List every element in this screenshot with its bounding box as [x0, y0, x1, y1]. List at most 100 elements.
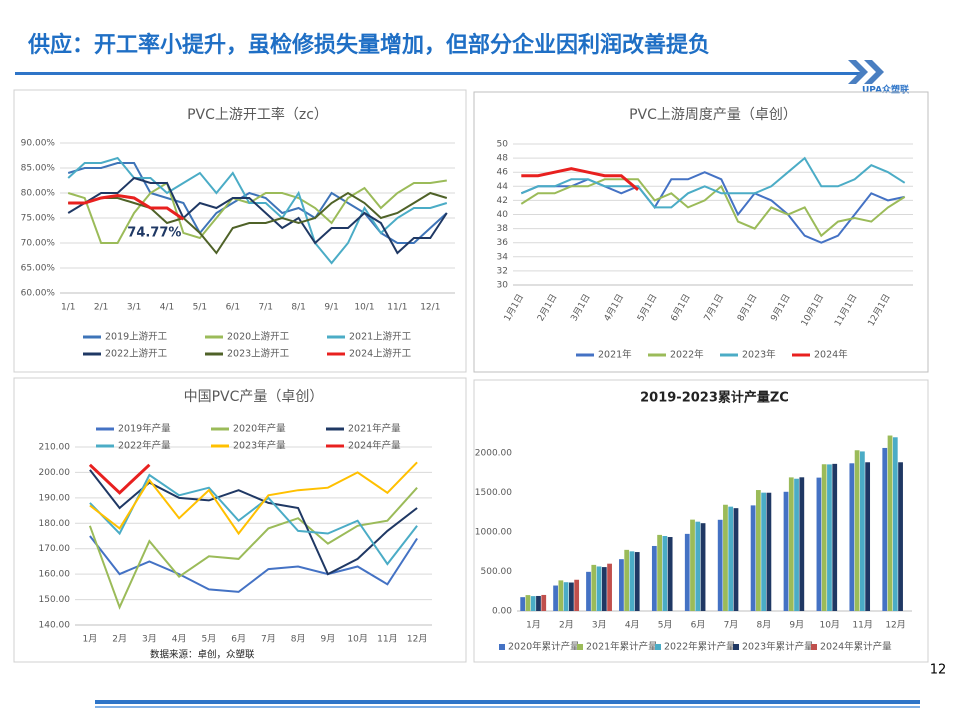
bar: [849, 463, 855, 611]
y-tick-label: 2000.00: [475, 448, 512, 458]
bar: [728, 506, 734, 611]
bar: [892, 437, 898, 611]
bar: [750, 505, 756, 611]
x-tick-label: 7月: [261, 634, 276, 645]
footer-stripe: [95, 700, 920, 704]
y-tick-label: 34: [497, 252, 509, 262]
bar: [563, 582, 569, 611]
y-tick-label: 190.00: [39, 493, 71, 503]
x-tick-label: 9/1: [324, 303, 338, 313]
bar: [794, 478, 799, 611]
x-tick-label: 10月: [347, 634, 367, 645]
bar: [634, 552, 640, 611]
chart-title: 2019-2023累计产量ZC: [640, 390, 789, 406]
x-tick-label: 12月1日: [866, 292, 893, 328]
y-tick-label: 90.00%: [21, 139, 56, 149]
bar: [723, 504, 728, 611]
bar: [700, 523, 706, 611]
legend-label: 2024上游开工: [349, 348, 412, 360]
legend-label: 2019年产量: [118, 423, 171, 435]
bar: [816, 477, 822, 611]
y-tick-label: 150.00: [39, 595, 71, 605]
bar: [651, 545, 657, 611]
source-note: 数据来源：卓创，众塑联: [150, 649, 255, 661]
bar: [624, 549, 630, 611]
legend-label: 2023年产量: [233, 440, 286, 452]
series-line: [520, 156, 906, 209]
x-tick-label: 6月1日: [669, 292, 693, 323]
panel: [473, 91, 929, 373]
y-tick-label: 80.00%: [21, 189, 56, 199]
bar: [530, 596, 536, 611]
bar: [755, 490, 761, 611]
y-tick-label: 70.00%: [21, 239, 56, 249]
x-tick-label: 10/1: [354, 303, 374, 313]
y-tick-label: 50: [497, 140, 509, 150]
y-tick-label: 30: [497, 281, 509, 291]
series-line: [89, 535, 418, 593]
series-line: [88, 463, 151, 495]
legend-label: 2024年产量: [348, 440, 401, 452]
chart-title: 中国PVC产量（卓创）: [184, 389, 324, 405]
x-tick-label: 11月1日: [832, 292, 859, 328]
bar: [865, 462, 871, 611]
legend-label: 2021年: [598, 349, 632, 361]
y-tick-label: 1500.00: [475, 488, 512, 498]
y-tick-label: 75.00%: [21, 214, 56, 224]
series-line: [67, 176, 448, 255]
bar: [854, 450, 860, 611]
series-line: [67, 156, 448, 265]
bar: [574, 579, 580, 611]
y-tick-label: 36: [497, 238, 509, 248]
y-tick-label: 0.00: [492, 607, 512, 617]
legend-label: 2022年产量: [118, 440, 171, 452]
x-tick-label: 3月: [592, 620, 607, 631]
bar: [827, 464, 832, 611]
bar: [536, 595, 541, 611]
x-tick-label: 5月: [202, 634, 217, 645]
y-tick-label: 65.00%: [21, 264, 56, 274]
x-tick-label: 8月: [757, 620, 772, 631]
y-tick-label: 200.00: [39, 468, 71, 478]
bar: [684, 533, 690, 611]
x-tick-label: 8月: [291, 634, 306, 645]
x-tick-label: 10月: [819, 620, 839, 631]
bar: [667, 537, 673, 611]
y-tick-label: 42: [497, 196, 508, 206]
x-tick-label: 2月: [112, 634, 127, 645]
x-tick-label: 3月: [142, 634, 157, 645]
bar: [629, 551, 635, 611]
x-tick-label: 3/1: [127, 303, 141, 313]
x-tick-label: 5/1: [193, 303, 207, 313]
panel: [473, 379, 929, 663]
y-tick-label: 40: [497, 210, 509, 220]
legend-label: 2024年累计产量: [820, 641, 892, 653]
bar: [601, 567, 607, 611]
bar: [690, 519, 695, 611]
x-tick-label: 1月: [83, 634, 98, 645]
y-tick-label: 160.00: [39, 570, 71, 580]
legend-label: 2020年产量: [233, 423, 286, 435]
x-tick-label: 12月: [407, 634, 427, 645]
page-title: 供应：开工率小提升，虽检修损失量增加，但部分企业因利润改善提负: [27, 32, 710, 58]
bar: [586, 571, 591, 611]
series-line: [89, 473, 418, 566]
x-tick-label: 1月: [526, 620, 541, 631]
bar: [569, 582, 574, 611]
x-tick-label: 2/1: [94, 303, 108, 313]
x-tick-label: 6月: [691, 620, 706, 631]
y-tick-label: 44: [497, 182, 509, 192]
x-tick-label: 12月: [885, 620, 905, 631]
bar: [882, 447, 888, 611]
x-tick-label: 6/1: [226, 303, 240, 313]
x-tick-label: 11月: [852, 620, 872, 631]
x-tick-label: 7/1: [258, 303, 272, 313]
series-line: [89, 461, 418, 536]
x-tick-label: 2月1日: [535, 292, 559, 323]
y-tick-label: 85.00%: [21, 164, 56, 174]
series-line: [67, 162, 448, 244]
x-tick-label: 8月1日: [735, 292, 759, 323]
legend-label: 2019上游开工: [105, 331, 168, 343]
logo-text: UPA众塑联: [862, 84, 910, 96]
x-tick-label: 6月: [231, 634, 246, 645]
